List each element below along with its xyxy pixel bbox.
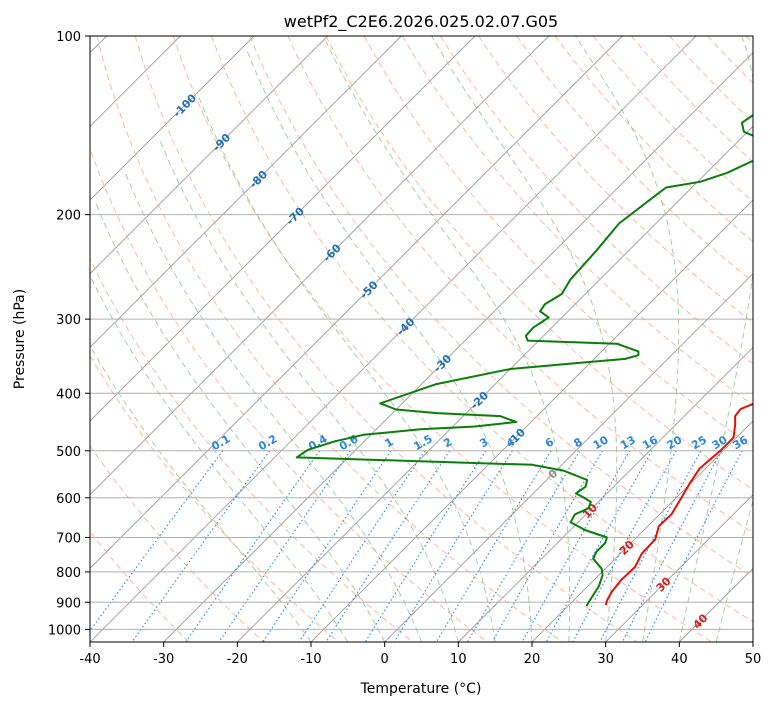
y-tick-label: 200 <box>56 209 81 224</box>
isotherm-line <box>90 36 623 569</box>
dry-adiabat-line <box>172 36 712 642</box>
y-tick-label: 700 <box>56 532 81 547</box>
mixing-ratio-line <box>218 450 351 642</box>
profile-lines <box>295 114 753 607</box>
isotherm-line <box>90 36 255 201</box>
dry-adiabat-line <box>211 36 753 623</box>
moist-adiabat-line <box>245 48 533 642</box>
isotherm-line <box>531 420 753 642</box>
dry-adiabat-line <box>478 36 753 324</box>
chart-title: wetPf2_C2E6.2026.025.02.07.G05 <box>284 12 558 32</box>
moist-adiabat-line <box>678 36 753 642</box>
mixing-ratio-line <box>298 450 426 642</box>
isotherm-line <box>237 125 753 642</box>
moist-adiabat-line <box>90 344 312 642</box>
moist-adiabat-line <box>715 498 753 642</box>
dry-adiabat-line <box>90 147 488 642</box>
x-tick-label: -40 <box>79 652 100 667</box>
x-tick-label: -10 <box>300 652 321 667</box>
moist-adiabat-line <box>196 93 496 642</box>
y-tick-label: 500 <box>56 445 81 460</box>
dry-adiabat-line <box>90 257 414 642</box>
x-tick-label: 30 <box>597 652 614 667</box>
isotherm-line <box>90 36 697 642</box>
x-tick-label: 0 <box>381 652 389 667</box>
y-tick-label: 100 <box>56 30 81 45</box>
moist-adiabat-line <box>124 172 422 642</box>
y-tick-label: 800 <box>56 566 81 581</box>
dry-adiabat-line <box>134 36 638 642</box>
mixing-ratio-line <box>393 450 513 642</box>
dry-adiabat-line <box>287 36 753 534</box>
moist-adiabat-line <box>94 201 386 642</box>
mixing-ratio-line <box>644 450 743 642</box>
dry-adiabat-line <box>249 36 753 578</box>
mixing-ratio-line <box>435 450 552 642</box>
y-tick-label: 600 <box>56 492 81 507</box>
x-tick-label: 20 <box>524 652 541 667</box>
y-tick-label: 400 <box>56 387 81 402</box>
dry-adiabat-line <box>440 36 753 365</box>
x-tick-label: 10 <box>450 652 467 667</box>
mixing-ratio-line <box>185 450 321 642</box>
isotherm-line <box>384 273 753 642</box>
dry-adiabat-line <box>90 444 264 642</box>
x-tick-label: 50 <box>745 652 762 667</box>
dewpoint-profile <box>295 114 753 607</box>
mixing-ratio-line <box>545 450 653 642</box>
mixing-ratio-line <box>521 450 631 642</box>
y-axis-ticks: 100 200 300 400 500 600 700 800 900 1000 <box>48 30 90 638</box>
y-tick-label: 1000 <box>48 623 81 638</box>
dry-adiabat-line <box>96 36 563 642</box>
mixing-ratio-line <box>572 450 677 642</box>
dry-adiabat-line <box>90 354 339 642</box>
y-tick-label: 300 <box>56 313 81 328</box>
dry-adiabat-line <box>325 36 753 491</box>
mixing-ratio-line <box>90 450 224 632</box>
x-tick-label: -20 <box>227 652 248 667</box>
isotherm-line <box>90 36 549 496</box>
x-tick-label: -30 <box>153 652 174 667</box>
pressure-grid <box>90 36 753 630</box>
isotherm-line <box>90 36 402 348</box>
y-axis-label: Pressure (hPa) <box>12 289 28 389</box>
isotherm-line <box>605 494 753 642</box>
y-tick-label: 900 <box>56 596 81 611</box>
isotherm-line <box>458 346 753 642</box>
moist-adiabat-line <box>431 36 618 642</box>
moist-adiabat-line <box>575 36 680 642</box>
isotherm-line <box>163 52 753 642</box>
plot-frame <box>89 35 754 643</box>
mixing-ratio-line <box>621 450 722 642</box>
mixing-ratio-line <box>599 450 702 642</box>
isotherm-line <box>90 36 328 275</box>
temperature-profile <box>604 402 753 606</box>
moist-adiabat-line <box>90 274 349 642</box>
x-tick-label: 40 <box>671 652 688 667</box>
isotherm-line <box>90 36 476 422</box>
x-axis-ticks: -40 -30 -20 -10 0 10 20 30 40 50 <box>79 642 761 667</box>
mixing-ratio-line <box>262 450 392 642</box>
moist-adiabat-line <box>323 36 571 642</box>
x-axis-label: Temperature (°C) <box>360 681 482 697</box>
